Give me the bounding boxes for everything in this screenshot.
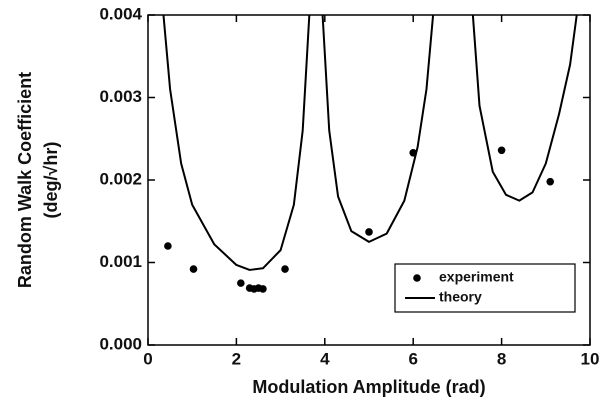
data-point	[497, 146, 506, 155]
data-point	[164, 242, 172, 250]
y-tick-label: 0.003	[99, 87, 142, 106]
y-tick-label: 0.002	[99, 169, 142, 188]
y-axis-title: Random Walk Coefficient	[15, 72, 35, 288]
x-tick-label: 8	[497, 349, 506, 368]
legend-box	[394, 263, 576, 313]
x-tick-label: 2	[232, 349, 241, 368]
x-axis-title: Modulation Amplitude (rad)	[252, 377, 485, 397]
legend-marker	[413, 274, 421, 282]
x-tick-label: 10	[581, 349, 600, 368]
x-tick-label: 0	[143, 349, 152, 368]
legend-label: experiment	[439, 269, 514, 285]
theory-line	[162, 14, 578, 271]
data-point	[237, 279, 245, 287]
data-point	[259, 285, 267, 293]
x-tick-label: 4	[320, 349, 330, 368]
data-point	[365, 228, 373, 236]
y-tick-label: 0.004	[99, 4, 142, 23]
legend-label: theory	[439, 289, 482, 305]
data-point	[546, 177, 555, 186]
data-point	[189, 265, 198, 273]
y-axis-unit: (deg/√hr)	[41, 142, 61, 219]
x-tick-label: 6	[408, 349, 417, 368]
data-point	[281, 265, 289, 273]
y-tick-label: 0.001	[99, 252, 142, 271]
y-tick-label: 0.000	[99, 334, 142, 353]
